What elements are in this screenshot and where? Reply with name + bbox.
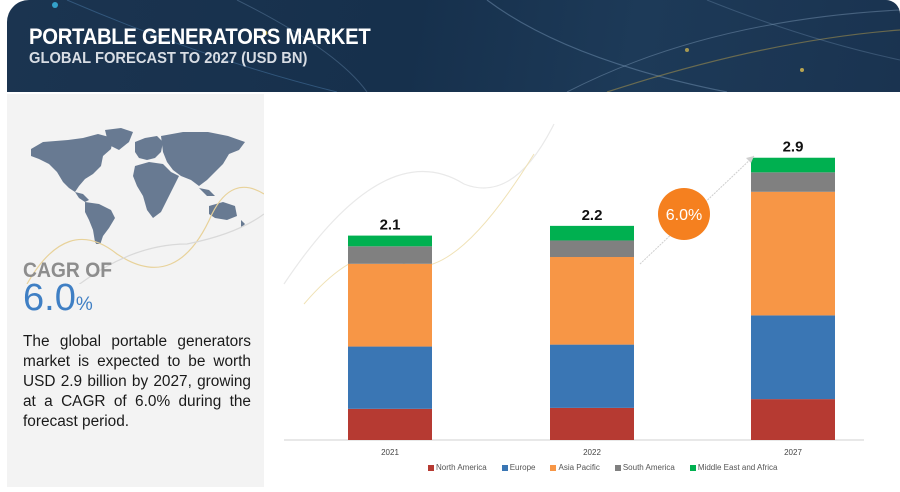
bar-total-label: 2.2	[582, 207, 603, 224]
legend-label: Asia Pacific	[558, 463, 600, 472]
bar-segment-middle-east-and-africa-2021	[348, 235, 432, 247]
bar-segment-middle-east-and-africa-2022	[550, 225, 634, 241]
summary-panel: CAGR OF 6.0% The global portable generat…	[7, 94, 264, 487]
cagr-value: 6.0%	[23, 277, 93, 320]
bar-total-label: 2.1	[380, 217, 401, 234]
legend-swatch	[550, 464, 557, 471]
page-subtitle: GLOBAL FORECAST TO 2027 (USD BN)	[29, 50, 308, 67]
decorative-curves	[26, 186, 264, 284]
chart-legend: North America Europe Asia Pacific South Ame…	[428, 463, 777, 472]
legend-item: South America	[614, 463, 675, 472]
bar-segment-north-america-2021	[348, 408, 432, 440]
world-map-icon	[31, 128, 245, 244]
page-title: PORTABLE GENERATORS MARKET	[29, 24, 371, 49]
legend-swatch	[614, 464, 621, 471]
legend-swatch	[501, 464, 508, 471]
x-tick-label: 2021	[381, 448, 399, 457]
bar-segment-middle-east-and-africa-2027	[751, 157, 835, 173]
legend-swatch	[428, 464, 434, 471]
bar-segment-south-america-2022	[550, 240, 634, 258]
bar-segment-asia-pacific-2021	[348, 263, 432, 347]
legend-item: North America	[428, 463, 487, 472]
legend-label: Middle East and Africa	[697, 463, 778, 472]
legend-swatch	[689, 464, 696, 471]
market-description: The global portable generators market is…	[23, 333, 251, 430]
decorative-curve	[283, 123, 555, 285]
cagr-badge-label: 6.0%	[666, 207, 702, 224]
legend-label: Europe	[509, 463, 536, 472]
cagr-badge-circle	[658, 188, 710, 240]
cagr-unit: %	[75, 294, 93, 315]
cagr-number: 6.0	[23, 277, 76, 319]
x-tick-label: 2022	[583, 448, 601, 457]
bar-segment-europe-2021	[348, 346, 432, 409]
legend-item: Asia Pacific	[550, 463, 600, 472]
legend-label: North America	[436, 463, 487, 472]
bar-segment-south-america-2021	[348, 246, 432, 264]
cagr-label: CAGR OF	[23, 259, 113, 282]
bar-segment-europe-2027	[751, 315, 835, 400]
bar-segment-europe-2022	[550, 344, 634, 408]
legend-label: South America	[622, 463, 675, 472]
bar-segment-asia-pacific-2022	[550, 257, 634, 345]
bar-segment-north-america-2027	[751, 399, 835, 440]
bar-segment-north-america-2022	[550, 407, 634, 440]
bar-segment-asia-pacific-2027	[751, 191, 835, 316]
legend-item: Middle East and Africa	[689, 463, 778, 472]
bar-segment-south-america-2027	[751, 172, 835, 192]
header-banner: PORTABLE GENERATORS MARKET GLOBAL FORECA…	[7, 0, 900, 92]
header-light-streaks	[52, 0, 900, 92]
growth-arrow-head	[746, 156, 754, 163]
stacked-bar-chart: 2.1 2021 2.2 2022 2.9 2027 6.0%	[283, 123, 864, 457]
chart-area: 2.1 2021 2.2 2022 2.9 2027 6.0%	[264, 94, 900, 487]
x-tick-label: 2027	[784, 448, 802, 457]
bar-total-label: 2.9	[783, 139, 804, 156]
legend-item: Europe	[501, 463, 536, 472]
